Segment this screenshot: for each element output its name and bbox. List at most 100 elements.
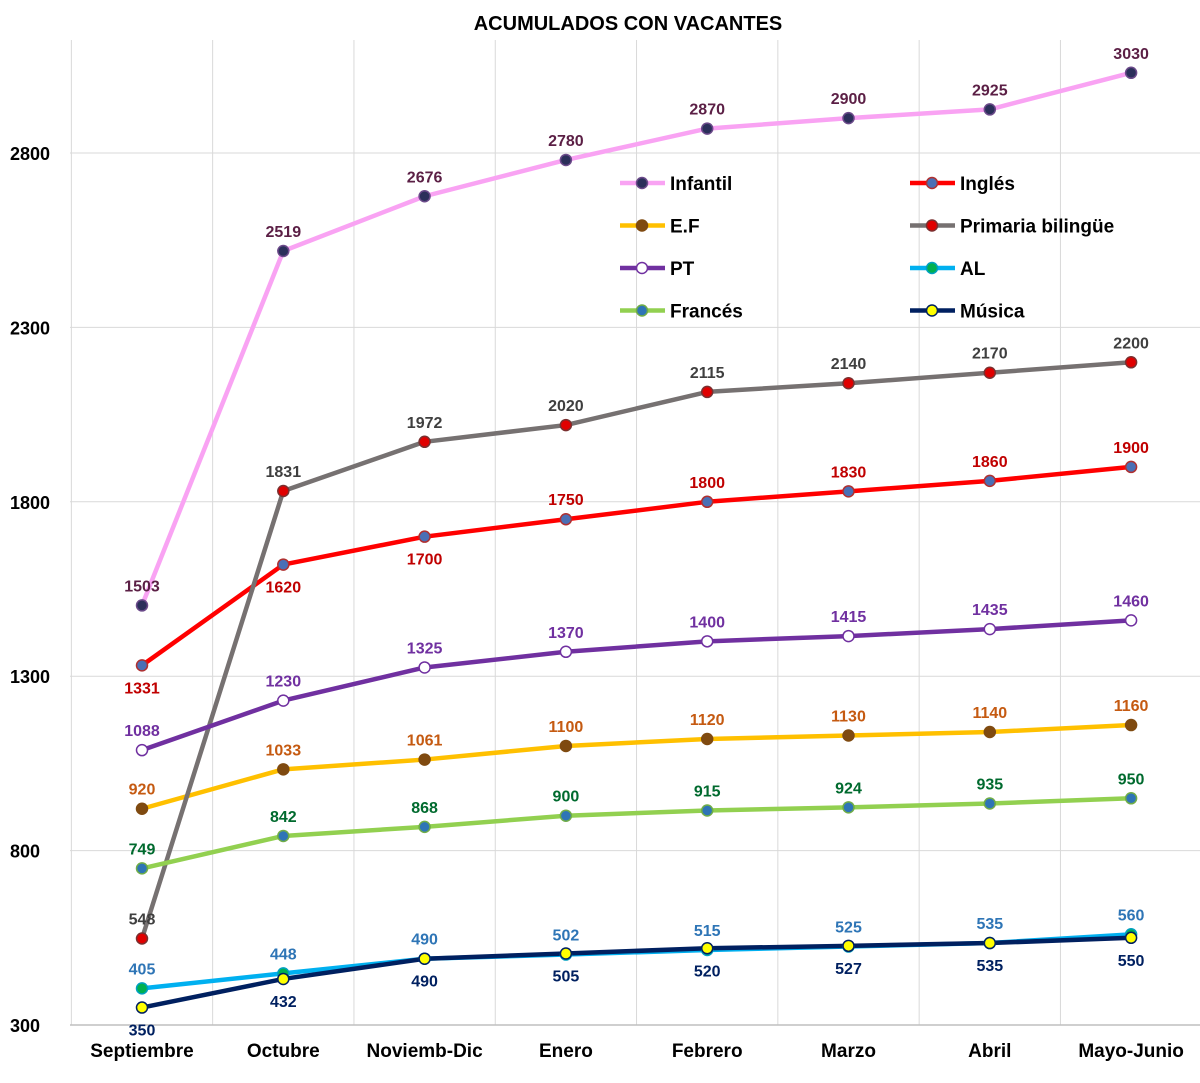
data-label-ingles: 1860 — [972, 454, 1008, 471]
data-label-ingles: 1900 — [1113, 440, 1149, 457]
data-point-frances — [842, 801, 855, 814]
data-point-frances — [1124, 792, 1138, 805]
data-label-al: 525 — [835, 920, 862, 937]
legend-label-primaria-bilingue: Primaria bilingüe — [960, 217, 1114, 238]
data-point-musica — [277, 972, 290, 986]
data-label-pt: 1460 — [1113, 593, 1149, 610]
legend-label-infantil: Infantil — [670, 174, 732, 195]
data-label-frances: 749 — [129, 841, 156, 858]
x-tick-label: Mayo-Junio — [1078, 1041, 1184, 1062]
data-point-ingles — [135, 659, 149, 672]
data-label-frances: 868 — [411, 800, 438, 817]
chart-title: ACUMULADOS CON VACANTES — [474, 13, 783, 35]
data-point-e-f — [277, 763, 290, 776]
data-point-ingles — [559, 512, 573, 526]
data-point-pt — [842, 629, 855, 643]
data-point-infantil — [983, 103, 997, 116]
series-line-musica — [139, 935, 1134, 1010]
data-label-primaria-bilingue: 1972 — [407, 415, 443, 432]
data-label-infantil: 2519 — [266, 224, 302, 241]
data-point-ingles — [983, 474, 997, 488]
data-point-pt — [559, 645, 573, 659]
series-line-e-f — [139, 722, 1134, 811]
legend-label-frances: Francés — [670, 302, 743, 323]
data-label-al: 502 — [553, 928, 580, 945]
x-tick-label: Marzo — [821, 1041, 876, 1062]
y-tick-label: 2800 — [10, 144, 50, 164]
legend-marker-e-f — [635, 219, 649, 232]
data-label-primaria-bilingue: 2200 — [1113, 335, 1149, 352]
data-point-infantil — [135, 599, 149, 612]
data-point-frances — [700, 804, 714, 817]
data-label-musica: 505 — [553, 968, 580, 985]
y-tick-label: 800 — [10, 842, 40, 862]
legend-marker-primaria-bilingue — [925, 219, 939, 232]
data-label-pt: 1435 — [972, 602, 1008, 619]
data-label-frances: 842 — [270, 809, 297, 826]
data-point-pt — [700, 635, 714, 648]
data-point-e-f — [559, 739, 573, 753]
data-label-al: 448 — [270, 946, 297, 963]
data-point-primaria-bilingue — [135, 932, 149, 945]
data-point-e-f — [983, 725, 997, 739]
data-label-al: 535 — [976, 916, 1003, 933]
legend-label-e-f: E.F — [670, 217, 700, 238]
data-label-pt: 1400 — [689, 614, 725, 631]
data-label-infantil: 1503 — [124, 578, 160, 595]
legend-marker-infantil — [635, 176, 649, 190]
data-label-frances: 950 — [1118, 771, 1145, 788]
data-label-e-f: 1100 — [549, 719, 584, 736]
data-label-primaria-bilingue: 2115 — [690, 365, 725, 382]
legend: Infantil Inglés E.F Primaria bilingüe PT AL Fr… — [620, 174, 1114, 323]
y-tick-label: 300 — [10, 1016, 40, 1036]
series-line-pt — [139, 618, 1134, 753]
data-point-primaria-bilingue — [700, 385, 714, 399]
data-point-primaria-bilingue — [983, 366, 997, 379]
data-point-musica — [559, 947, 573, 960]
data-label-al: 405 — [129, 961, 156, 978]
x-tick-label: Noviemb-Dic — [367, 1041, 484, 1062]
data-label-primaria-bilingue: 1831 — [266, 464, 302, 481]
data-label-ingles: 1830 — [831, 464, 867, 481]
legend-label-musica: Música — [960, 302, 1025, 323]
data-point-infantil — [418, 190, 431, 203]
legend-label-ingles: Inglés — [960, 174, 1015, 195]
data-point-musica — [700, 942, 714, 955]
data-label-ingles: 1750 — [548, 492, 584, 509]
data-label-frances: 915 — [694, 783, 721, 800]
data-label-e-f: 1120 — [690, 712, 725, 729]
y-tick-label: 1800 — [10, 493, 50, 513]
data-point-e-f — [1124, 718, 1138, 732]
x-tick-label: Abril — [968, 1041, 1011, 1062]
data-label-musica: 535 — [976, 958, 1003, 975]
data-point-ingles — [700, 495, 714, 509]
series-lines — [139, 70, 1134, 1010]
legend-label-al: AL — [960, 259, 986, 280]
data-point-ingles — [1124, 460, 1138, 474]
data-point-musica — [983, 936, 997, 950]
data-label-al: 490 — [411, 932, 438, 949]
data-label-infantil: 2925 — [972, 82, 1008, 99]
data-point-primaria-bilingue — [277, 484, 290, 498]
series-line-infantil — [139, 70, 1134, 608]
data-label-ingles: 1620 — [266, 580, 302, 597]
data-label-primaria-bilingue: 548 — [129, 911, 156, 928]
y-tick-label: 2300 — [10, 318, 50, 338]
series-line-frances — [139, 796, 1134, 871]
data-point-e-f — [700, 732, 714, 746]
data-point-primaria-bilingue — [559, 418, 573, 432]
data-point-primaria-bilingue — [1124, 356, 1138, 369]
data-point-musica — [418, 952, 431, 965]
legend-marker-frances — [635, 304, 649, 317]
series-markers — [135, 66, 1138, 1014]
data-point-infantil — [1124, 66, 1138, 80]
data-label-primaria-bilingue: 2020 — [548, 398, 584, 415]
legend-label-pt: PT — [670, 259, 695, 280]
data-label-primaria-bilingue: 2140 — [831, 356, 867, 373]
data-point-e-f — [842, 729, 855, 742]
data-label-ingles: 1331 — [124, 680, 160, 697]
data-point-pt — [135, 743, 149, 757]
data-label-pt: 1370 — [548, 625, 584, 642]
data-label-infantil: 2676 — [407, 169, 443, 186]
